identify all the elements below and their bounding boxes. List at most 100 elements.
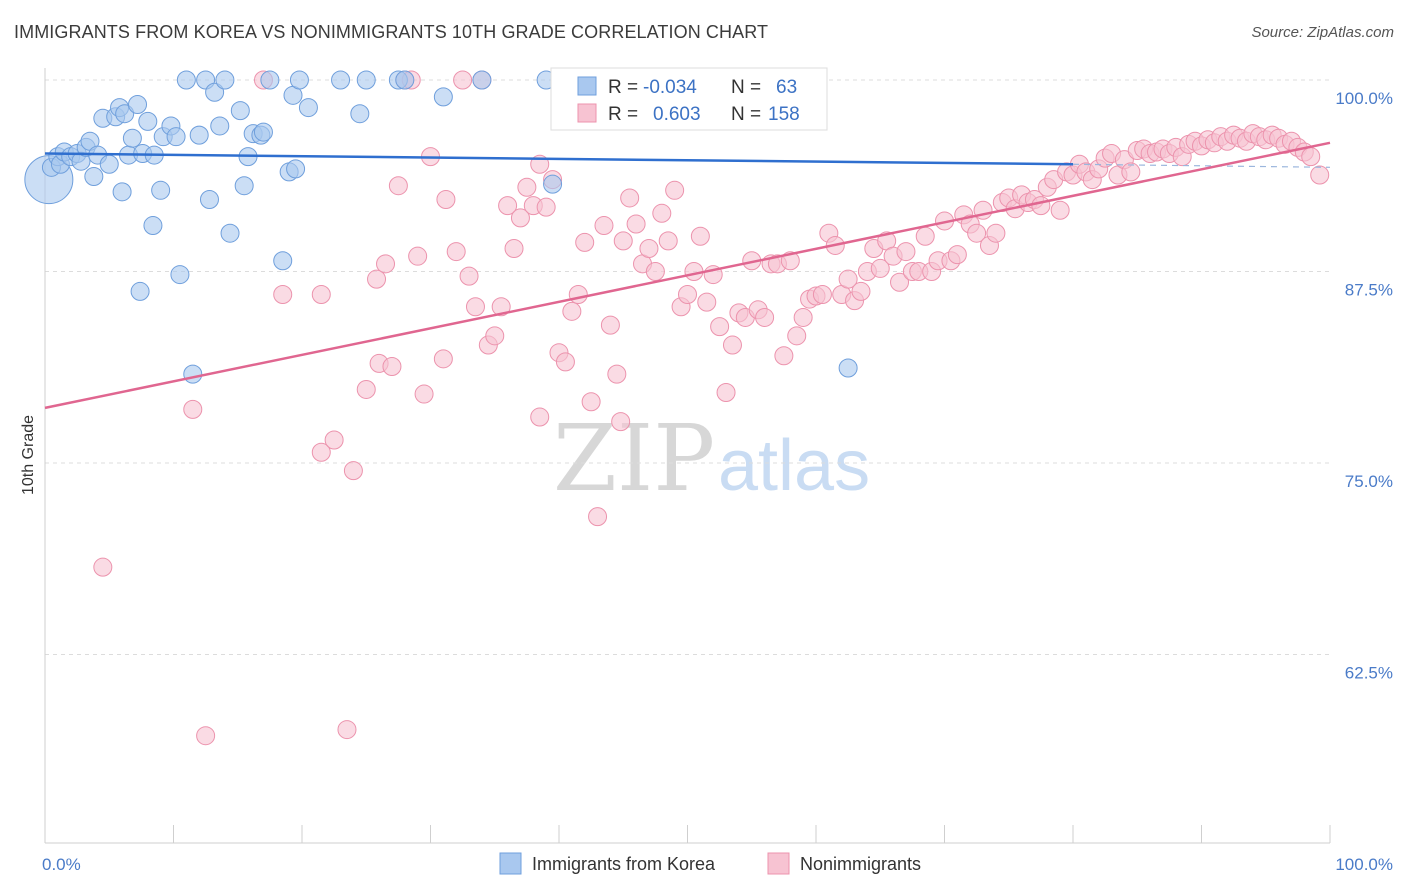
point-korea (189, 125, 209, 145)
legend-r-nonimmigrants: 0.603 (653, 104, 701, 125)
point-nonimmigrants (536, 197, 556, 217)
bottom-legend-korea: Immigrants from Korea (532, 854, 716, 874)
point-nonimmigrants (343, 461, 363, 481)
point-korea (234, 176, 254, 196)
point-korea (289, 70, 309, 90)
point-nonimmigrants (485, 326, 505, 346)
point-nonimmigrants (710, 317, 730, 337)
point-nonimmigrants (1031, 196, 1051, 216)
point-nonimmigrants (1050, 200, 1070, 220)
watermark-zip: ZIP (553, 405, 715, 512)
point-nonimmigrants (870, 258, 890, 278)
point-korea (138, 111, 158, 131)
point-nonimmigrants (787, 326, 807, 346)
point-korea (122, 128, 142, 148)
point-korea (170, 265, 190, 285)
point-korea (176, 70, 196, 90)
point-korea (199, 189, 219, 209)
point-nonimmigrants (555, 352, 575, 372)
point-korea (151, 180, 171, 200)
point-korea (433, 87, 453, 107)
point-korea (230, 101, 250, 121)
point-nonimmigrants (367, 269, 387, 289)
bottom-legend: Immigrants from Korea Nonimmigrants (499, 852, 921, 875)
bottom-legend-nonimmigrants: Nonimmigrants (800, 854, 921, 874)
legend-swatch-korea (577, 76, 597, 96)
source-credit: Source: ZipAtlas.com (1251, 24, 1394, 41)
point-nonimmigrants (93, 557, 113, 577)
point-nonimmigrants (600, 315, 620, 335)
point-nonimmigrants (890, 272, 910, 292)
point-nonimmigrants (562, 301, 582, 321)
point-nonimmigrants (568, 284, 588, 304)
point-korea (99, 154, 119, 174)
point-nonimmigrants (581, 392, 601, 412)
legend-n-korea: 63 (776, 77, 797, 98)
point-nonimmigrants (986, 223, 1006, 243)
point-nonimmigrants (697, 292, 717, 312)
point-nonimmigrants (947, 245, 967, 265)
point-nonimmigrants (722, 335, 742, 355)
point-nonimmigrants (645, 262, 665, 281)
point-korea (395, 70, 415, 90)
point-nonimmigrants (690, 226, 710, 246)
point-korea (472, 70, 492, 90)
point-korea (112, 182, 132, 202)
point-nonimmigrants (626, 214, 646, 234)
y-tick-label: 87.5% (1345, 281, 1393, 300)
point-nonimmigrants (311, 442, 331, 462)
point-korea (183, 364, 203, 384)
point-nonimmigrants (510, 208, 530, 228)
point-nonimmigrants (575, 232, 595, 252)
point-nonimmigrants (433, 349, 453, 369)
legend-r-label-korea: R = (608, 77, 638, 98)
point-korea (331, 70, 351, 90)
point-nonimmigrants (658, 231, 678, 251)
point-korea (220, 223, 240, 243)
point-nonimmigrants (1121, 162, 1141, 182)
nonimmigrants-points (93, 70, 1330, 746)
point-nonimmigrants (459, 266, 479, 286)
legend-n-nonimmigrants: 158 (768, 104, 800, 125)
point-nonimmigrants (611, 412, 631, 432)
point-korea (298, 98, 318, 118)
point-nonimmigrants (1301, 147, 1321, 167)
point-nonimmigrants (607, 364, 627, 384)
trend-line-nonimmigrants (44, 141, 1331, 410)
trend-line-korea-extension (1072, 163, 1331, 168)
point-nonimmigrants (530, 407, 550, 427)
point-nonimmigrants (588, 507, 608, 527)
chart-title: IMMIGRANTS FROM KOREA VS NONIMMIGRANTS 1… (14, 22, 769, 42)
point-korea (253, 122, 273, 142)
legend-swatch-nonimmigrants (577, 103, 597, 123)
point-korea (350, 104, 370, 124)
point-korea (260, 70, 280, 90)
point-nonimmigrants (652, 203, 672, 223)
point-nonimmigrants (594, 216, 614, 236)
point-korea (143, 216, 163, 236)
point-nonimmigrants (967, 223, 987, 243)
point-nonimmigrants (408, 246, 428, 266)
point-korea (215, 70, 235, 90)
point-nonimmigrants (793, 307, 813, 327)
legend-r-korea: -0.034 (643, 77, 697, 98)
y-tick-label: 100.0% (1335, 89, 1393, 108)
point-nonimmigrants (915, 226, 935, 246)
point-nonimmigrants (465, 297, 485, 317)
x-tick-label-max: 100.0% (1335, 855, 1393, 874)
legend-n-label-korea: N = (731, 77, 761, 98)
x-tick-label-min: 0.0% (42, 855, 81, 874)
legend: R = -0.034 N = 63 R = 0.603 N = 158 (550, 67, 828, 131)
point-nonimmigrants (388, 176, 408, 196)
point-korea (205, 82, 225, 102)
point-nonimmigrants (337, 720, 357, 740)
point-nonimmigrants (838, 269, 858, 289)
point-korea (286, 159, 306, 179)
point-nonimmigrants (517, 177, 537, 197)
trend-lines (44, 141, 1331, 410)
point-korea (210, 116, 230, 136)
legend-n-label-nonimmigrants: N = (731, 104, 761, 125)
trend-line-korea (44, 152, 1074, 166)
point-nonimmigrants (446, 242, 466, 262)
